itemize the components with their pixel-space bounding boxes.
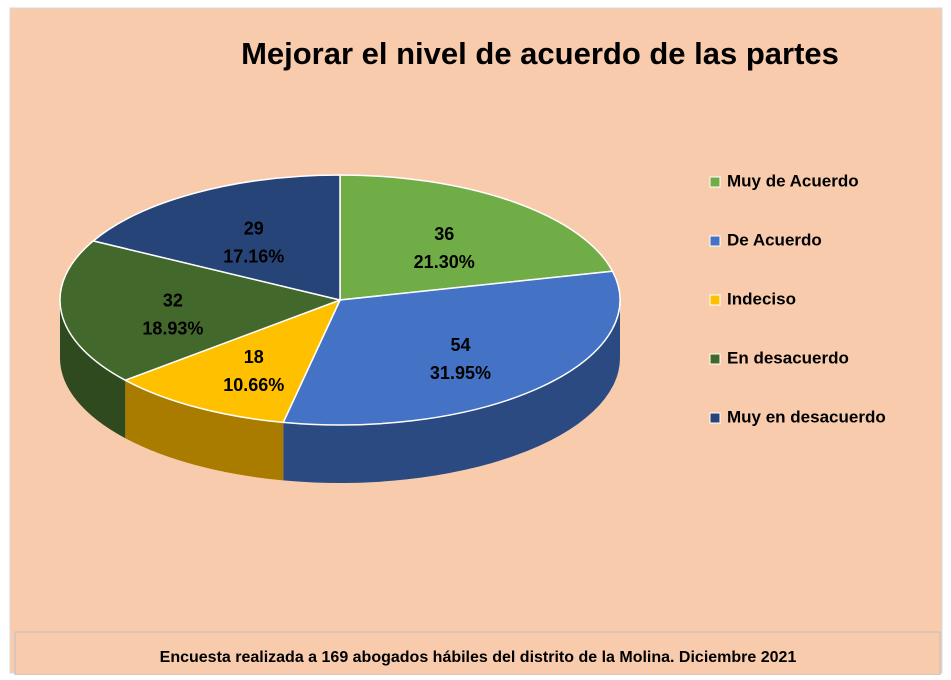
slice-side bbox=[283, 300, 620, 483]
data-label: 36 bbox=[434, 224, 454, 244]
legend-marker bbox=[709, 235, 721, 247]
note: Encuesta realizada a 169 abogados hábile… bbox=[160, 649, 797, 666]
slice-side bbox=[125, 380, 284, 481]
data-label: 29 bbox=[244, 218, 264, 238]
slice bbox=[282, 270, 621, 426]
data-label: 32 bbox=[163, 290, 183, 310]
legend-label: Muy en desacuerdo bbox=[727, 407, 886, 426]
legend-label: Muy de Acuerdo bbox=[727, 171, 859, 190]
data-label: 54 bbox=[450, 335, 470, 355]
legend-marker bbox=[709, 412, 721, 424]
percent-label: 10.66% bbox=[223, 375, 284, 395]
slice-side bbox=[60, 300, 126, 439]
slice bbox=[59, 240, 343, 382]
legend-marker bbox=[709, 294, 721, 306]
note-box bbox=[14, 631, 941, 676]
percent-label: 31.95% bbox=[430, 363, 491, 383]
chart-title: Mejorar el nivel de acuerdo de las parte… bbox=[241, 36, 839, 71]
percent-label: 21.30% bbox=[414, 252, 475, 272]
legend-marker bbox=[709, 353, 721, 365]
legend-label: Indeciso bbox=[727, 289, 796, 308]
slice bbox=[123, 298, 342, 424]
legend-label: De Acuerdo bbox=[727, 230, 822, 249]
slice bbox=[339, 174, 614, 301]
legend-marker bbox=[709, 176, 721, 188]
data-label: 18 bbox=[244, 347, 264, 367]
legend-label: En desacuerdo bbox=[727, 348, 849, 367]
slice bbox=[91, 174, 341, 301]
percent-label: 18.93% bbox=[142, 318, 203, 338]
percent-label: 17.16% bbox=[223, 246, 284, 266]
